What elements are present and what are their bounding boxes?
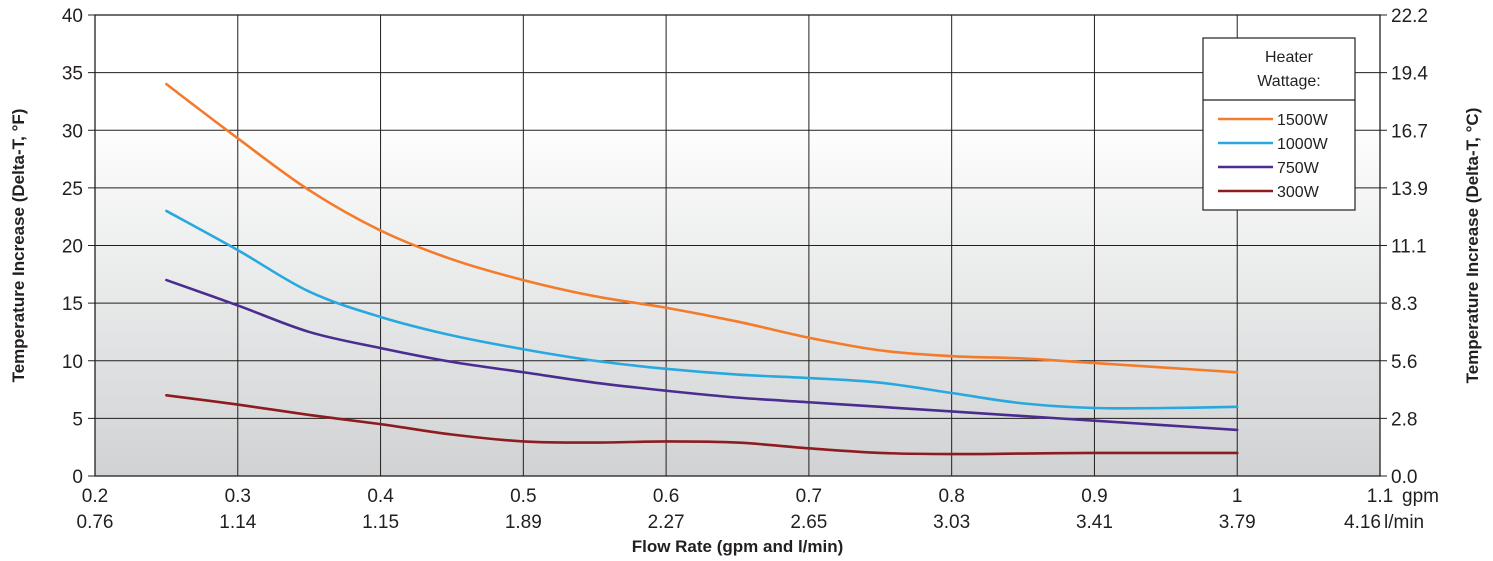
legend-label-1000w: 1000W <box>1277 136 1329 153</box>
x-tick-lpm: 2.65 <box>790 512 827 533</box>
x-tick-lpm: 3.79 <box>1219 512 1256 533</box>
x-tick-gpm: 1 <box>1232 486 1243 507</box>
x-tick-gpm: 0.3 <box>225 486 251 507</box>
x-tick-gpm: 1.1 <box>1367 486 1393 507</box>
series-line-1500w <box>165 82 1239 374</box>
x-tick-lpm: 1.14 <box>219 512 256 533</box>
x-tick-gpm: 0.4 <box>367 486 394 507</box>
x-tick-gpm: 0.6 <box>653 486 679 507</box>
series-lines <box>165 82 1239 456</box>
y-tick-right: 19.4 <box>1391 64 1428 85</box>
legend-label-1500w: 1500W <box>1277 112 1329 129</box>
y-tick-right: 2.8 <box>1391 409 1417 430</box>
y-axis-title-right: Temperature Increase (Delta-T, °C) <box>1463 108 1482 384</box>
x-tick-lpm: 1.15 <box>362 512 399 533</box>
x-unit-lpm: l/min <box>1384 512 1424 533</box>
y-axis-title-left: Temperature Increase (Delta-T, °F) <box>9 109 28 383</box>
x-tick-lpm: 3.03 <box>933 512 970 533</box>
legend-label-750w: 750W <box>1277 160 1320 177</box>
series-line-750w <box>165 278 1239 432</box>
x-tick-lpm: 0.76 <box>77 512 114 533</box>
series-line-1000w <box>165 209 1239 410</box>
y-tick-right: 22.2 <box>1391 6 1428 27</box>
x-tick-lpm: 3.41 <box>1076 512 1113 533</box>
x-tick-gpm: 0.7 <box>796 486 822 507</box>
y-tick-left: 25 <box>62 179 83 200</box>
legend-title-line-2: Wattage: <box>1257 73 1320 90</box>
y-tick-left: 30 <box>62 121 83 142</box>
y-tick-left: 0 <box>72 467 83 488</box>
x-tick-gpm: 0.5 <box>510 486 536 507</box>
series-line-300w <box>165 394 1239 456</box>
y-tick-right: 8.3 <box>1391 294 1417 315</box>
y-tick-left: 10 <box>62 352 83 373</box>
x-unit-gpm: gpm <box>1402 486 1439 507</box>
y-tick-left: 5 <box>72 409 83 430</box>
y-tick-left: 15 <box>62 294 83 315</box>
legend-label-300w: 300W <box>1277 184 1320 201</box>
y-tick-left: 20 <box>62 237 83 258</box>
y-tick-right: 13.9 <box>1391 179 1428 200</box>
x-tick-gpm: 0.9 <box>1081 486 1107 507</box>
x-tick-lpm: 1.89 <box>505 512 542 533</box>
y-tick-right: 11.1 <box>1391 237 1427 258</box>
y-tick-right: 5.6 <box>1391 352 1417 373</box>
x-axis-title: Flow Rate (gpm and l/min) <box>632 537 844 556</box>
y-tick-left: 40 <box>62 6 83 27</box>
y-tick-right: 0.0 <box>1391 467 1417 488</box>
legend-box <box>1202 37 1356 211</box>
x-tick-lpm: 2.27 <box>648 512 685 533</box>
x-tick-lpm: 4.16 <box>1344 512 1381 533</box>
legend: Heater Wattage: 1500W 1000W 750W 300W <box>1202 37 1356 211</box>
x-tick-gpm: 0.2 <box>82 486 108 507</box>
y-tick-left: 35 <box>62 64 83 85</box>
legend-title-line-1: Heater <box>1265 49 1314 66</box>
x-tick-gpm: 0.8 <box>938 486 964 507</box>
y-tick-right: 16.7 <box>1391 121 1428 142</box>
legend-items: 1500W 1000W 750W 300W <box>1218 112 1329 201</box>
axis-ticks: 0.20.760.31.140.41.150.51.890.62.270.72.… <box>62 6 1439 533</box>
